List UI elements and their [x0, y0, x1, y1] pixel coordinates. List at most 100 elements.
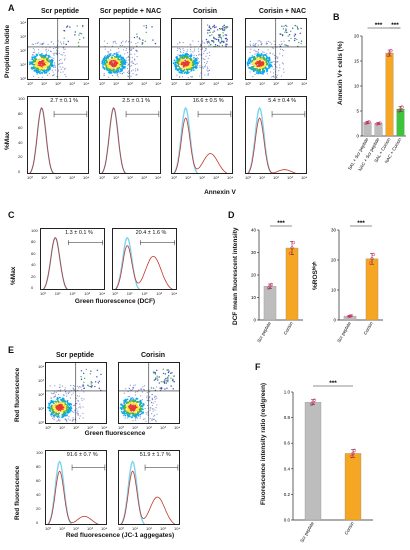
panel-c-hist-1-xtick: 10¹	[54, 291, 61, 296]
panel-a-title-1: Scr peptide	[40, 8, 80, 15]
y-tick-label: 1.0	[284, 390, 291, 395]
y-tick-label: 5	[356, 109, 359, 114]
panel-a-title-3: Corisin	[192, 8, 218, 15]
category-label: Corisin	[283, 321, 295, 336]
panel-a-hist-3-curves	[173, 106, 232, 173]
y-tick-label: 15	[354, 59, 360, 64]
panel-c-hist-2-xtick: 10¹	[126, 291, 133, 296]
panel-a-hist-3-curve	[173, 106, 199, 173]
significance-label: ***	[375, 22, 383, 29]
panel-e-dot-xlabel: Green fluorescence	[84, 430, 146, 437]
data-point	[288, 251, 293, 256]
panel-e-hist-1-curves	[47, 460, 106, 524]
bar-corisin	[365, 258, 379, 321]
panel-e-dotplot-2-dots	[119, 363, 179, 423]
panel-e-dotplot-1-xtick: 10³	[87, 425, 93, 430]
panel-a-title-2: Scr peptide + NAC	[99, 8, 162, 15]
panel-e-hist-1-ytick: 60	[36, 478, 41, 483]
panel-e-dotplot-1-xtick: 10¹	[59, 425, 65, 430]
panel-a-dotplot-4	[245, 18, 307, 80]
panel-d-right-ylabel: %ROSʰⁱᵍʰ	[312, 261, 319, 290]
panel-a-hist-2-percent: 2.5 ± 0.1 %	[122, 98, 151, 104]
panel-c-hist-1-curves	[42, 236, 103, 289]
panel-a-dotplot-2-xtick: 10²	[127, 81, 133, 86]
panel-e-hist-1-xtick: 10²	[73, 526, 79, 531]
panel-a-dotplot-4-xtick: 10⁴	[301, 81, 308, 86]
y-tick-label: 20	[331, 258, 337, 263]
error-bar	[370, 253, 374, 265]
panel-c-hist-2-percent: 20.4 ± 1.6 %	[135, 230, 167, 236]
panel-c-hist-2-xtick: 10⁰	[112, 291, 119, 296]
panel-e-dotplot-2	[118, 362, 180, 424]
panel-c-hist-1-xtick: 10⁰	[40, 291, 47, 296]
panel-a-hist-4-curve	[247, 117, 296, 173]
panel-e-title-1: Scr peptide	[55, 352, 95, 359]
panel-e-dotplot-1-xtick: 10⁴	[101, 425, 108, 430]
y-tick-label: 0	[356, 134, 359, 139]
panel-a-hist-1	[27, 96, 89, 174]
data-point	[269, 282, 274, 287]
y-tick-label: 10	[354, 84, 360, 89]
panel-c-hist-2-xtick: 10³	[156, 291, 163, 296]
panel-a-hist-1-ytick: 60	[18, 125, 23, 131]
panel-e-hist-1-ytick: 80	[36, 464, 41, 469]
panel-a-hist-4-xtick: 10⁰	[245, 175, 252, 180]
panel-e-hist-1-curve	[47, 470, 99, 524]
y-tick-label: 10	[331, 288, 337, 293]
panel-a-dotplot-2-dots	[100, 19, 160, 79]
panel-c-hist-2	[112, 228, 177, 290]
panel-a-dotplot-1-xtick: 10³	[69, 81, 75, 86]
panel-f-ylabel: Fluorescence intensity ratio (red/green)	[260, 382, 267, 505]
data-point	[348, 314, 352, 318]
category-label: Corisin	[344, 521, 356, 536]
y-tick-label: 0.8	[284, 415, 291, 420]
category-label: Scr peptide	[256, 321, 272, 344]
panel-a-hist-1-xtick: 10²	[55, 175, 61, 180]
panel-c-hist-2-curve	[115, 245, 173, 289]
panel-a-dotplot-1-ytick: 10¹	[20, 62, 26, 67]
panel-e-hist-xlabel: Red fluorescence (JC-1 aggegates)	[65, 532, 175, 539]
panel-a-hist-4	[245, 96, 307, 174]
category-label: Scr peptide	[336, 321, 352, 344]
data-point	[351, 451, 355, 456]
data-point	[376, 121, 381, 126]
panel-label-c: C	[8, 210, 15, 220]
panel-a-hist-3-percent: 16.6 ± 0.5 %	[192, 98, 224, 104]
panel-e-hist-1-xtick: 10³	[87, 526, 93, 531]
bar-nac-scr-peptide	[374, 123, 383, 137]
panel-a-hist-1-curve	[29, 106, 55, 173]
panel-label-e: E	[8, 345, 15, 355]
panel-a-dotplot-4-dots	[246, 19, 306, 79]
panel-e-dotplot-2-xtick: 10⁴	[174, 425, 181, 430]
panel-a-hist-1-xtick: 10⁴	[83, 175, 90, 180]
data-point	[375, 122, 379, 126]
panel-a-hist-3-curve	[173, 117, 228, 173]
panel-e-hist-ylabel: Red fluorescence	[14, 465, 21, 520]
panel-a-hist-2-xtick: 10⁰	[99, 175, 106, 180]
bar-scr-peptide	[263, 286, 277, 321]
panel-a-dotplot-2-xtick: 10³	[141, 81, 147, 86]
panel-a-hist-1-percent: 2.7 ± 0.1 %	[50, 98, 79, 104]
panel-d-left-ylabel: DCF mean fluorescent intensity	[232, 227, 239, 325]
data-point	[368, 261, 373, 265]
panel-a-hist-1-ytick: 100	[18, 96, 25, 101]
y-tick-label: 40	[251, 228, 257, 233]
y-tick-label: 0.2	[284, 492, 291, 497]
panel-e-hist-2-xtick: 10⁰	[118, 526, 125, 531]
data-point	[387, 51, 392, 55]
panel-a-dotplot-2-xtick: 10⁰	[99, 81, 106, 86]
panel-c-hist-2-curve	[114, 236, 141, 289]
panel-a-dotplot-1-dots	[28, 19, 88, 79]
bar-corisin	[344, 453, 362, 521]
panel-a-dotplot-1-ytick: 10⁰	[20, 76, 27, 81]
panel-a-dotplot-2	[99, 18, 161, 80]
panel-c-hist-1-ytick: 0	[31, 285, 34, 290]
panel-label-b: B	[333, 12, 340, 22]
category-label: Corisin	[363, 321, 375, 336]
panel-a-dotplot-1	[27, 18, 89, 80]
bar-scr-peptide	[304, 402, 322, 521]
panel-e-hist-1-ytick: 100	[36, 450, 43, 455]
panel-a-dotplot-3-xtick: 10²	[199, 81, 205, 86]
